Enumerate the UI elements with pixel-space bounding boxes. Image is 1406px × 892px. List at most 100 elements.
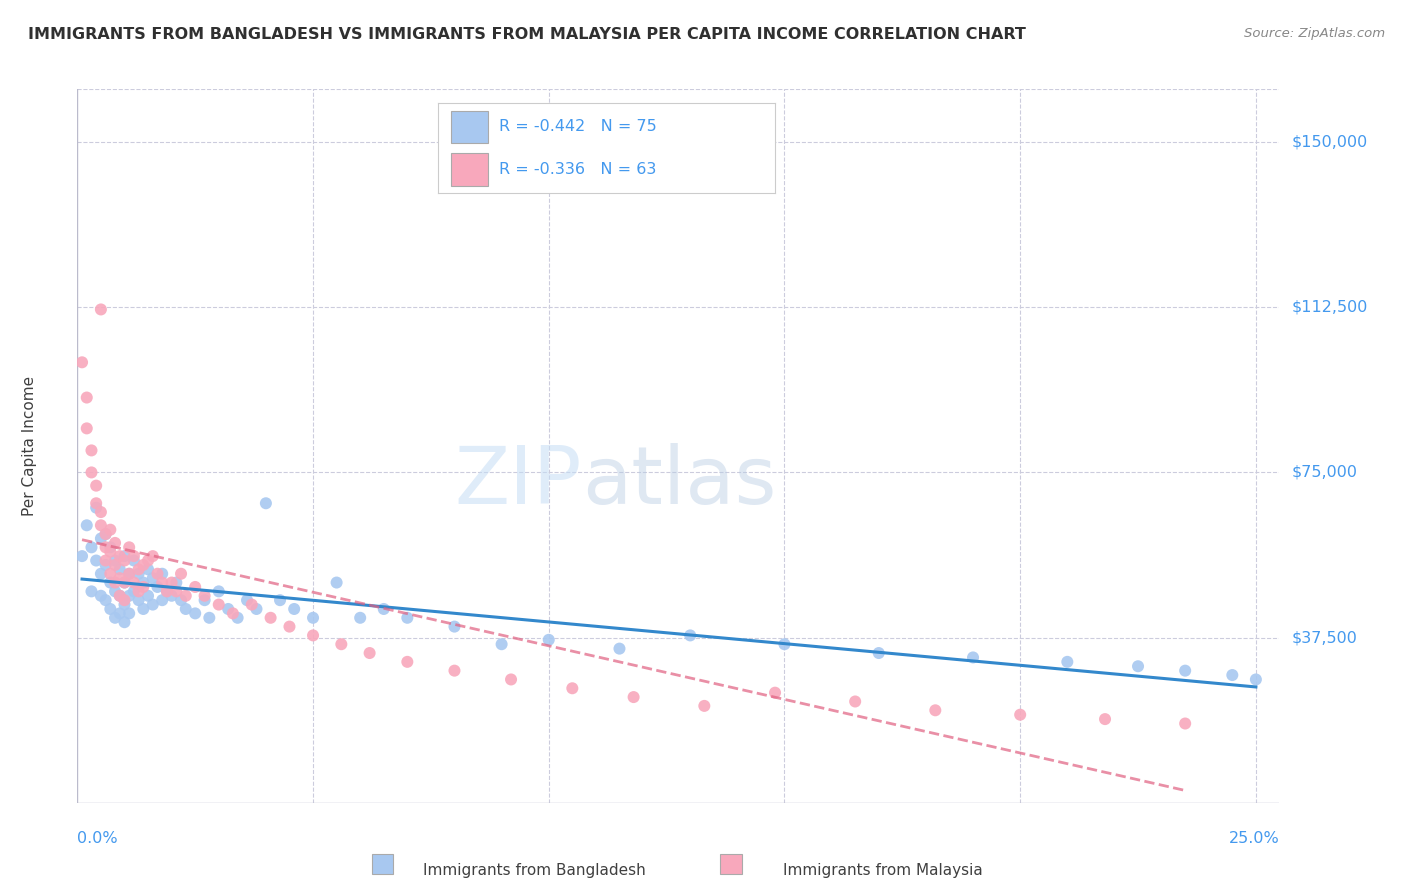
Point (98, 541, 121, 555)
Point (236, 593, 259, 607)
Point (84, 500, 107, 515)
Point (160, 589, 183, 603)
Point (114, 593, 136, 607)
Point (118, 589, 141, 603)
Point (174, 589, 197, 603)
Point (278, 619, 301, 633)
Point (150, 593, 173, 607)
Point (122, 553, 145, 567)
Point (108, 562, 131, 576)
Text: $75,000: $75,000 (1292, 465, 1357, 480)
Point (222, 607, 245, 621)
Point (396, 655, 419, 669)
Point (491, 637, 513, 651)
Point (118, 607, 141, 621)
Text: IMMIGRANTS FROM BANGLADESH VS IMMIGRANTS FROM MALAYSIA PER CAPITA INCOME CORRELA: IMMIGRANTS FROM BANGLADESH VS IMMIGRANTS… (28, 27, 1026, 42)
Point (136, 553, 159, 567)
Point (962, 650, 984, 665)
Point (132, 558, 155, 572)
Point (84, 553, 107, 567)
Point (226, 611, 249, 625)
Point (349, 611, 371, 625)
FancyBboxPatch shape (720, 855, 742, 874)
Point (1174, 664, 1197, 678)
Point (90, 566, 112, 581)
Point (104, 584, 127, 599)
Point (373, 602, 395, 616)
Point (98, 545, 121, 559)
Point (128, 566, 150, 581)
Point (114, 549, 136, 563)
Point (128, 562, 150, 576)
Point (245, 602, 267, 616)
Point (773, 637, 796, 651)
Point (94, 593, 117, 607)
Point (844, 694, 866, 708)
Point (170, 566, 193, 581)
Point (114, 575, 136, 590)
Point (156, 584, 179, 599)
Point (90, 518, 112, 533)
Point (80, 466, 103, 480)
Text: Per Capita Income: Per Capita Income (21, 376, 37, 516)
Point (150, 575, 173, 590)
Point (443, 664, 465, 678)
Point (924, 703, 946, 717)
Point (146, 580, 169, 594)
Point (184, 580, 207, 594)
Point (98, 523, 121, 537)
Text: ZIP: ZIP (456, 442, 582, 521)
Point (443, 619, 465, 633)
Point (1244, 673, 1267, 687)
Point (104, 553, 127, 567)
Point (623, 690, 645, 704)
Point (84, 496, 107, 510)
Point (217, 602, 239, 616)
Text: atlas: atlas (582, 442, 776, 521)
Point (80, 443, 103, 458)
Point (868, 646, 890, 660)
Point (122, 575, 145, 590)
Point (254, 496, 277, 510)
Point (90, 532, 112, 546)
Point (1056, 655, 1078, 669)
Point (104, 536, 127, 550)
Point (108, 607, 131, 621)
Point (94, 527, 117, 541)
Point (118, 566, 141, 581)
Point (198, 611, 221, 625)
Point (98, 602, 121, 616)
Point (142, 598, 165, 612)
Point (108, 549, 131, 563)
Point (90, 589, 112, 603)
Point (128, 584, 150, 599)
Point (122, 549, 145, 563)
Point (142, 571, 165, 585)
Point (114, 615, 136, 630)
Point (763, 686, 786, 700)
Point (132, 602, 155, 616)
Point (114, 598, 136, 612)
Text: Immigrants from Malaysia: Immigrants from Malaysia (783, 863, 983, 879)
Point (302, 611, 325, 625)
Point (194, 593, 217, 607)
Text: 0.0%: 0.0% (77, 831, 118, 847)
Point (80, 584, 103, 599)
Point (136, 562, 159, 576)
Point (537, 632, 560, 647)
Point (94, 527, 117, 541)
Point (269, 593, 291, 607)
Point (70, 355, 93, 369)
Point (108, 571, 131, 585)
Point (136, 589, 159, 603)
Point (146, 566, 169, 581)
Point (108, 589, 131, 603)
Point (122, 584, 145, 599)
Point (240, 598, 263, 612)
Point (184, 607, 207, 621)
Point (259, 611, 281, 625)
Point (609, 641, 631, 656)
Point (98, 575, 121, 590)
Point (70, 549, 93, 563)
Point (150, 566, 173, 581)
